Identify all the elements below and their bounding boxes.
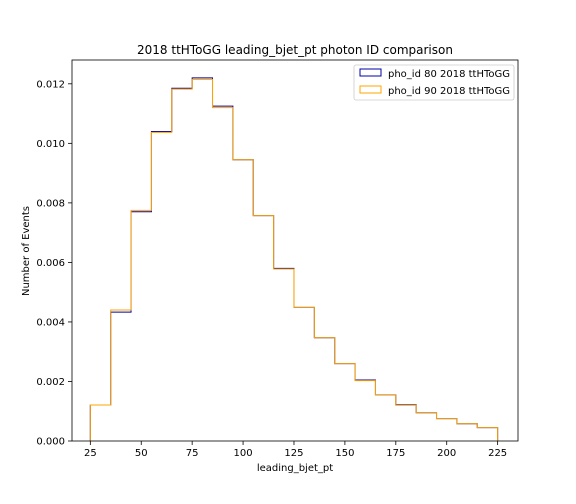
y-tick-label: 0.004 bbox=[36, 317, 65, 328]
y-tick-label: 0.006 bbox=[36, 258, 65, 269]
legend-label-pho-id-90: pho_id 90 2018 ttHToGG bbox=[388, 86, 510, 97]
legend-label-pho-id-80: pho_id 80 2018 ttHToGG bbox=[388, 69, 510, 80]
legend-swatch-pho-id-80 bbox=[359, 68, 382, 77]
x-axis-label: leading_bjet_pt bbox=[257, 463, 333, 474]
legend-box bbox=[353, 64, 515, 101]
x-tick-label: 125 bbox=[284, 448, 303, 459]
x-tick-label: 50 bbox=[135, 448, 148, 459]
x-tick-label: 225 bbox=[488, 448, 507, 459]
legend: pho_id 80 2018 ttHToGG pho_id 90 2018 tt… bbox=[353, 64, 515, 101]
y-tick-label: 0.008 bbox=[36, 198, 65, 209]
plot-frame bbox=[71, 59, 519, 442]
series-line-pho-id-90 bbox=[89, 78, 499, 441]
x-tick-label: 200 bbox=[437, 448, 456, 459]
series-layer bbox=[89, 77, 499, 441]
chart-title: 2018 ttHToGG leading_bjet_pt photon ID c… bbox=[137, 43, 453, 57]
y-axis-label: Number of Events bbox=[21, 206, 32, 296]
x-tick-label: 150 bbox=[335, 448, 354, 459]
plot-area bbox=[72, 60, 518, 441]
x-tick-label: 100 bbox=[234, 448, 253, 459]
x-tick-label: 75 bbox=[186, 448, 199, 459]
x-axis-ticks: 25 50 75 100 125 150 175 200 225 bbox=[84, 441, 507, 459]
y-tick-label: 0.000 bbox=[36, 437, 65, 448]
x-tick-label: 175 bbox=[386, 448, 405, 459]
x-tick-label: 25 bbox=[84, 448, 97, 459]
legend-swatch-pho-id-90 bbox=[359, 85, 382, 94]
y-tick-label: 0.012 bbox=[36, 79, 65, 90]
y-tick-label: 0.002 bbox=[36, 377, 65, 388]
y-tick-label: 0.010 bbox=[36, 139, 65, 150]
y-axis-ticks: 0.000 0.002 0.004 0.006 0.008 0.010 0.012 bbox=[36, 79, 72, 448]
